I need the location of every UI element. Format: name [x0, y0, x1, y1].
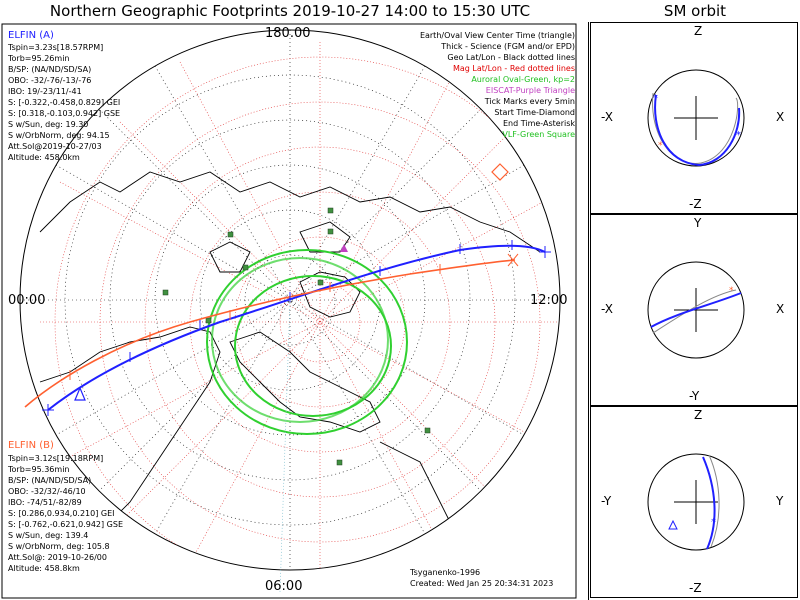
info-line: S: [0.286,0.934,0.210] GEI	[8, 509, 115, 518]
legend-item: Auroral Oval-Green, kp=2	[471, 75, 575, 84]
legend-item: Geo Lat/Lon - Black dotted lines	[447, 53, 575, 62]
info-line: Torb=95.36min	[8, 465, 70, 474]
label-left-time: 00:00	[8, 293, 45, 308]
label-top: 180.00	[265, 26, 311, 41]
legend-item: Earth/Oval View Center Time (triangle)	[419, 31, 575, 40]
map-frame	[1, 23, 577, 599]
axis-bottom: -Y	[689, 389, 700, 403]
info-line: B/SP: (NA/ND/SD/SA)	[8, 65, 92, 74]
legend-item: Mag Lat/Lon - Red dotted lines	[452, 64, 575, 73]
orbit-a	[654, 94, 741, 167]
orbit-b-gray	[652, 289, 737, 334]
info-line: B/SP: (NA/ND/SD/SA)	[8, 476, 92, 485]
earth-circle	[647, 69, 745, 167]
vlf-square	[205, 317, 212, 324]
subsolar-line	[279, 299, 291, 593]
info-line: Tspin=3.12s[19.18RPM]	[8, 454, 104, 463]
orbit-b-gray	[708, 454, 720, 548]
model-label: Tsyganenko-1996	[410, 568, 481, 577]
auroral-oval	[206, 249, 408, 435]
label-right-time: 12:00	[530, 293, 567, 308]
axis-right: Y	[775, 494, 784, 508]
geo-grid	[20, 30, 560, 570]
axis-top: Z	[694, 408, 702, 422]
orbit-panel-xz: * * * Z -Z -X X	[590, 22, 798, 214]
divider	[588, 22, 589, 600]
vlf-square	[327, 228, 334, 235]
orbit-b-gray	[652, 92, 739, 164]
elfin-b-info: Tspin=3.12s[19.18RPM] Torb=95.36min B/SP: …	[8, 453, 123, 574]
created-label: Created: Wed Jan 25 20:34:31 2023	[410, 579, 554, 588]
view-center-triangle	[668, 519, 678, 530]
legend-item: Start Time-Diamond	[494, 108, 575, 117]
mag-grid	[40, 42, 560, 570]
elfin-a-info: Tspin=3.23s[18.57RPM] Torb=95.26min B/SP: …	[8, 42, 120, 163]
info-line: S: [0.318,-0.103,0.942] GSE	[8, 109, 121, 118]
info-line: Tspin=3.23s[18.57RPM]	[8, 43, 104, 52]
vlf-square	[317, 279, 324, 286]
info-line: IBO: 19/-23/11/-41	[8, 87, 82, 96]
polar-footprint-map: 180.00 00:00 12:00 06:00	[1, 23, 577, 599]
legend-item: End Time-Asterisk	[502, 119, 575, 128]
vlf-square	[162, 289, 169, 296]
elfin-b-track	[24, 259, 516, 408]
axis-top: Y	[693, 216, 702, 230]
info-line: Altitude: 458.0km	[8, 153, 80, 162]
info-line: S w/OrbNorm, deg: 105.8	[8, 542, 110, 551]
elfin-a-title: ELFIN (A)	[8, 30, 54, 41]
axis-left: -X	[601, 302, 613, 316]
eiscat-triangle	[340, 244, 348, 252]
info-line: Att.Sol@: 2019-10-26/00	[8, 553, 107, 562]
orbit-a	[650, 292, 742, 328]
info-line: S: [-0.322,-0.458,0.829] GEI	[8, 98, 121, 107]
info-line: Att.Sol@2019-10-27/03	[8, 142, 102, 151]
view-center-triangle	[74, 386, 86, 401]
orbit-a-end: *	[736, 130, 741, 141]
info-line: S w/Sun, deg: 19.30	[8, 120, 89, 129]
axis-bottom: -Z	[689, 197, 702, 211]
page-title: Northern Geographic Footprints 2019-10-2…	[49, 2, 531, 20]
info-line: S w/Sun, deg: 139.4	[8, 531, 89, 540]
vlf-square	[424, 427, 431, 434]
legend: Earth/Oval View Center Time (triangle) Th…	[390, 30, 575, 140]
legend-item: VLF-Green Square	[502, 130, 575, 139]
info-line: S: [-0.762,-0.621,0.942] GSE	[8, 520, 123, 529]
orbit-b-marker: *	[658, 141, 663, 151]
info-line: IBO: -74/51/-82/89	[8, 498, 82, 507]
info-line: Altitude: 458.8km	[8, 564, 80, 573]
axis-top: Z	[694, 24, 702, 38]
vlf-square	[227, 231, 234, 238]
vlf-square	[336, 459, 343, 466]
orbit-b-marker: *	[729, 286, 734, 296]
axis-right: X	[776, 302, 784, 316]
start-diamond	[491, 163, 509, 181]
orbit-a-end: *	[711, 517, 716, 528]
legend-item: EISCAT-Purple Triangle	[485, 86, 575, 95]
earth-circle	[647, 453, 745, 551]
axis-left: -X	[601, 110, 613, 124]
axis-right: X	[776, 110, 784, 124]
orbit-title: SM orbit	[663, 2, 727, 20]
orbit-a	[702, 456, 716, 550]
vlf-square	[327, 207, 334, 214]
info-line: OBO: -32/-76/-13/-76	[8, 76, 92, 85]
elfin-a-ticks	[42, 240, 551, 416]
elfin-b-ticks	[69, 253, 519, 380]
label-bottom-time: 06:00	[265, 579, 302, 594]
continent-outlines	[39, 171, 541, 523]
orbit-panel-yz: * Z -Z -Y Y	[590, 406, 798, 598]
earth-circle	[647, 261, 745, 359]
legend-item: Thick - Science (FGM and/or EPD)	[441, 42, 575, 51]
info-line: Torb=95.26min	[8, 54, 70, 63]
vlf-stations	[162, 207, 431, 466]
orbit-a-start: *	[653, 93, 658, 104]
axis-bottom: -Z	[689, 581, 702, 595]
info-line: OBO: -32/32/-46/10	[8, 487, 86, 496]
legend-item: Tick Marks every 5min	[484, 97, 575, 106]
vlf-square	[242, 264, 249, 271]
axis-left: -Y	[601, 494, 612, 508]
info-line: S w/OrbNorm, deg: 94.15	[8, 131, 110, 140]
orbit-panel-xy: * Y -Y -X X	[590, 214, 798, 406]
elfin-b-title: ELFIN (B)	[8, 440, 54, 451]
